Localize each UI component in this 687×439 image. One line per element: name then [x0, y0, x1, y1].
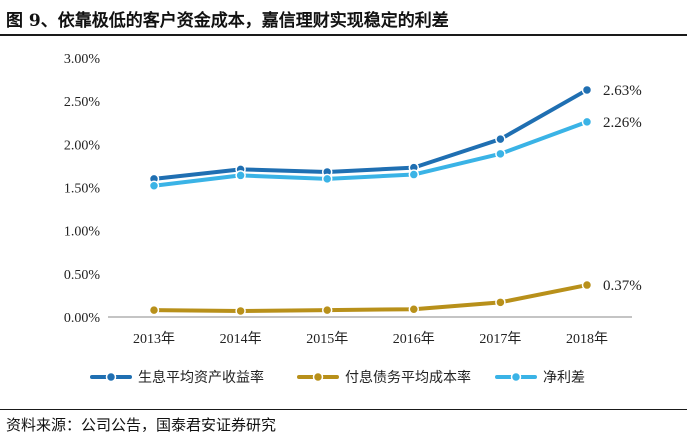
x-tick-label: 2016年: [393, 331, 435, 347]
title-divider: [0, 34, 687, 36]
data-point: [408, 169, 420, 180]
series-2: 0.37%: [148, 278, 642, 317]
data-point: [148, 180, 160, 192]
footer-divider: [0, 409, 687, 410]
data-point: [408, 303, 420, 315]
x-tick-label: 2013年: [133, 331, 175, 347]
y-tick-label: 2.00%: [64, 138, 101, 153]
data-point: [235, 305, 246, 317]
data-point: [495, 297, 506, 308]
data-label: 2.26%: [603, 115, 642, 131]
legend-item: 净利差: [495, 370, 585, 386]
data-point: [495, 148, 506, 160]
data-point: [495, 133, 506, 145]
legend-swatch-marker: [105, 371, 117, 383]
chart-axes: 0.00% 0.50% 1.00% 1.50% 2.00% 2.50% 3.00% 2013年…: [64, 52, 632, 347]
series-3: 2.26%: [148, 115, 642, 192]
legend-item: 付息债务平均成本率: [297, 369, 471, 386]
data-label: 0.37%: [603, 278, 642, 294]
series-line: [152, 119, 589, 188]
data-point: [581, 116, 593, 128]
y-tick-label: 0.00%: [64, 311, 101, 326]
legend-label: 付息债务平均成本率: [345, 369, 471, 386]
data-point: [581, 84, 593, 96]
data-label: 2.63%: [603, 83, 642, 99]
legend-swatch-marker: [312, 371, 324, 383]
series-line: [152, 283, 589, 313]
y-tick-label: 1.50%: [64, 182, 101, 197]
y-tick-label: 1.00%: [64, 225, 101, 240]
data-point: [235, 170, 246, 181]
chart-legend: 生息平均资产收益率 付息债务平均成本率 净利差: [90, 369, 585, 386]
legend-label: 生息平均资产收益率: [138, 369, 264, 386]
data-point: [321, 173, 333, 185]
data-point: [321, 304, 333, 316]
x-tick-label: 2014年: [220, 331, 262, 347]
x-tick-label: 2017年: [479, 331, 521, 347]
legend-swatch-marker: [510, 371, 522, 383]
source-note: 资料来源：公司公告，国泰君安证券研究: [6, 416, 277, 434]
y-tick-label: 2.50%: [64, 95, 101, 110]
data-point: [581, 279, 593, 291]
x-tick-label: 2015年: [306, 331, 348, 347]
chart-title: 图 9、依靠极低的客户资金成本，嘉信理财实现稳定的利差: [6, 11, 449, 31]
legend-label: 净利差: [543, 370, 585, 386]
x-tick-label: 2018年: [566, 331, 608, 347]
series-line: [152, 87, 589, 181]
data-point: [148, 304, 160, 316]
series-1: 2.63%: [148, 83, 642, 185]
y-tick-label: 3.00%: [64, 52, 101, 67]
legend-item: 生息平均资产收益率: [90, 369, 264, 386]
y-tick-label: 0.50%: [64, 268, 101, 283]
chart-series: 2.63% 0.37% 2.26%: [148, 83, 642, 317]
